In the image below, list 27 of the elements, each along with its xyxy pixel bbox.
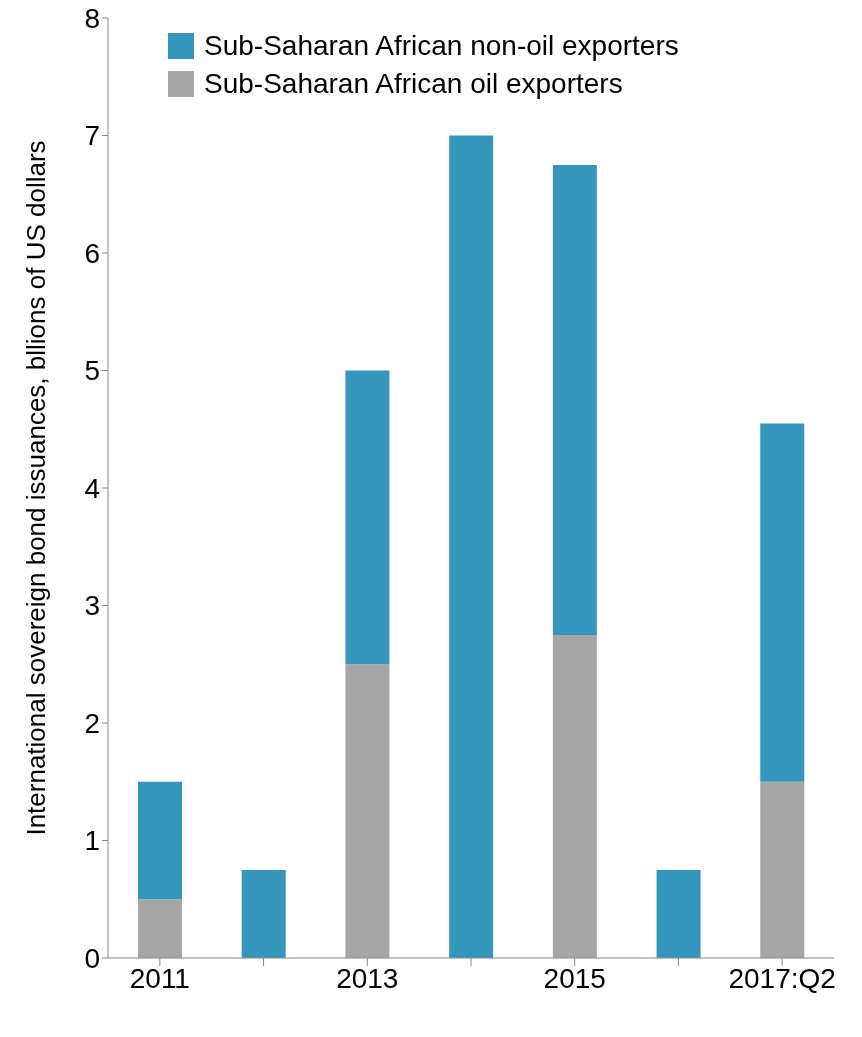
bar bbox=[345, 664, 390, 958]
y-tick-label: 6 bbox=[84, 237, 100, 269]
y-tick-label: 2 bbox=[84, 707, 100, 739]
y-tick-label: 1 bbox=[84, 825, 100, 857]
x-tick-label: 2013 bbox=[336, 962, 399, 994]
legend-label: Sub-Saharan African oil exporters bbox=[204, 68, 623, 100]
bar bbox=[552, 634, 597, 958]
y-axis-title: International sovereign bond issuances, bllions of US dollars bbox=[21, 140, 52, 836]
y-tick-label: 8 bbox=[84, 2, 100, 34]
y-tick-label: 3 bbox=[84, 590, 100, 622]
y-tick-label: 0 bbox=[84, 942, 100, 974]
x-tick-label: 2015 bbox=[543, 962, 606, 994]
bar bbox=[138, 899, 182, 958]
bar bbox=[760, 781, 805, 958]
x-tick-label: 2017:Q2 bbox=[728, 962, 836, 994]
y-tick-label: 7 bbox=[84, 120, 100, 152]
bar bbox=[760, 423, 805, 782]
bar bbox=[552, 164, 597, 635]
x-tick-label: 2011 bbox=[129, 962, 190, 994]
bar bbox=[241, 869, 286, 958]
bar bbox=[345, 370, 390, 665]
y-tick-label: 5 bbox=[84, 355, 100, 387]
bar bbox=[449, 135, 494, 958]
bar bbox=[138, 781, 182, 900]
y-tick-label: 4 bbox=[84, 472, 100, 504]
legend-label: Sub-Saharan African non-oil exporters bbox=[204, 30, 679, 62]
bar bbox=[656, 869, 701, 958]
